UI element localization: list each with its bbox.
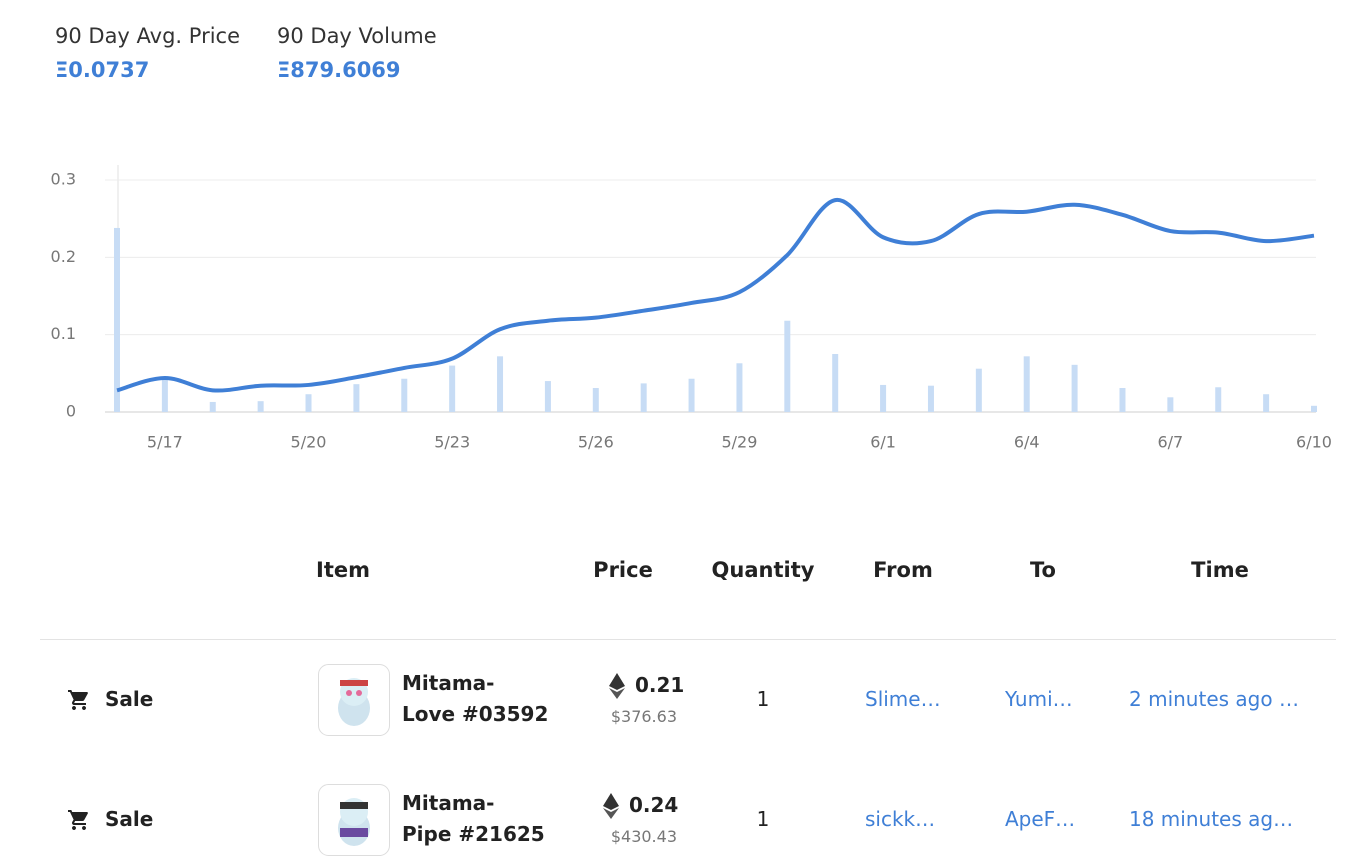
- to-address[interactable]: ApeF…: [1005, 807, 1076, 831]
- volume-bar: [1215, 387, 1222, 412]
- cart-icon: [68, 690, 88, 710]
- volume-bar: [1023, 356, 1030, 412]
- volume-bar: [1119, 388, 1126, 412]
- volume-bar: [1167, 397, 1174, 412]
- volume-bar: [497, 356, 504, 412]
- x-tick-label: 5/20: [291, 433, 327, 452]
- volume-bar: [305, 394, 312, 412]
- stat-label: 90 Day Avg. Price: [55, 24, 241, 48]
- x-tick-label: 6/10: [1296, 433, 1332, 452]
- volume-bar: [209, 401, 216, 412]
- divider: [40, 639, 1336, 640]
- volume-bar: [1071, 364, 1078, 412]
- item-name[interactable]: Mitama-: [402, 791, 495, 815]
- volume-bar: [784, 320, 791, 412]
- price-eth: 0.21: [635, 673, 685, 697]
- to-address[interactable]: Yumi…: [1005, 687, 1073, 711]
- x-tick-label: 6/4: [1014, 433, 1040, 452]
- from-address[interactable]: Slime…: [865, 687, 941, 711]
- eth-icon: [609, 673, 625, 699]
- eth-icon: [603, 793, 619, 819]
- x-tick-label: 5/29: [721, 433, 757, 452]
- column-header[interactable]: From: [873, 558, 933, 582]
- volume-bar: [880, 384, 887, 412]
- volume-bar: [1311, 405, 1317, 412]
- x-tick-label: 6/1: [870, 433, 896, 452]
- volume-bar: [736, 363, 743, 412]
- item-name[interactable]: Pipe #21625: [402, 822, 545, 846]
- volume-bar: [592, 388, 599, 412]
- column-header[interactable]: Quantity: [711, 558, 815, 582]
- from-address[interactable]: sickk…: [865, 807, 936, 831]
- item-name[interactable]: Mitama-: [402, 671, 495, 695]
- item-name[interactable]: Love #03592: [402, 702, 549, 726]
- column-header[interactable]: To: [1030, 558, 1056, 582]
- time-link[interactable]: 18 minutes ag…: [1129, 807, 1294, 831]
- quantity: 1: [756, 807, 770, 831]
- volume-bar: [257, 401, 264, 412]
- y-tick-label: 0.2: [51, 247, 76, 266]
- volume-bar: [544, 381, 551, 412]
- event-type: Sale: [105, 807, 154, 831]
- x-tick-label: 5/26: [578, 433, 614, 452]
- cart-icon: [68, 810, 88, 830]
- quantity: 1: [756, 687, 770, 711]
- y-tick-label: 0.3: [51, 170, 76, 189]
- x-tick-label: 5/17: [147, 433, 183, 452]
- x-tick-label: 6/7: [1157, 433, 1183, 452]
- x-tick-label: 5/23: [434, 433, 470, 452]
- volume-bar: [832, 354, 839, 412]
- chart: 0 0.1 0.2 0.3 5/17 5/20 5/23 5/26 5/29 6/1 6/4 6/7 6…: [51, 165, 1332, 452]
- item-thumbnail[interactable]: [318, 784, 390, 856]
- volume-bar: [688, 378, 695, 412]
- volume-bar: [975, 368, 982, 412]
- stat-label: 90 Day Volume: [277, 24, 437, 48]
- price-eth: 0.24: [629, 793, 679, 817]
- stat-value: Ξ879.6069: [277, 58, 401, 82]
- volume-bar: [114, 227, 120, 412]
- volume-bar: [161, 377, 168, 412]
- volume-bar: [449, 365, 456, 412]
- volume-bar: [401, 378, 408, 412]
- price-line: [116, 198, 1315, 393]
- item-thumbnail[interactable]: [318, 664, 390, 736]
- y-tick-label: 0.1: [51, 324, 76, 343]
- stat-value: Ξ0.0737: [55, 58, 150, 82]
- column-header[interactable]: Item: [316, 558, 370, 582]
- volume-bar: [1263, 394, 1270, 412]
- price-usd: $430.43: [610, 827, 677, 846]
- event-type: Sale: [105, 687, 154, 711]
- volume-bar: [640, 383, 647, 412]
- column-header[interactable]: Time: [1191, 558, 1249, 582]
- price-usd: $376.63: [610, 707, 677, 726]
- y-tick-label: 0: [66, 402, 76, 421]
- volume-bar: [353, 384, 360, 412]
- volume-bar: [927, 385, 934, 412]
- column-header[interactable]: Price: [593, 558, 653, 582]
- time-link[interactable]: 2 minutes ago …: [1129, 687, 1299, 711]
